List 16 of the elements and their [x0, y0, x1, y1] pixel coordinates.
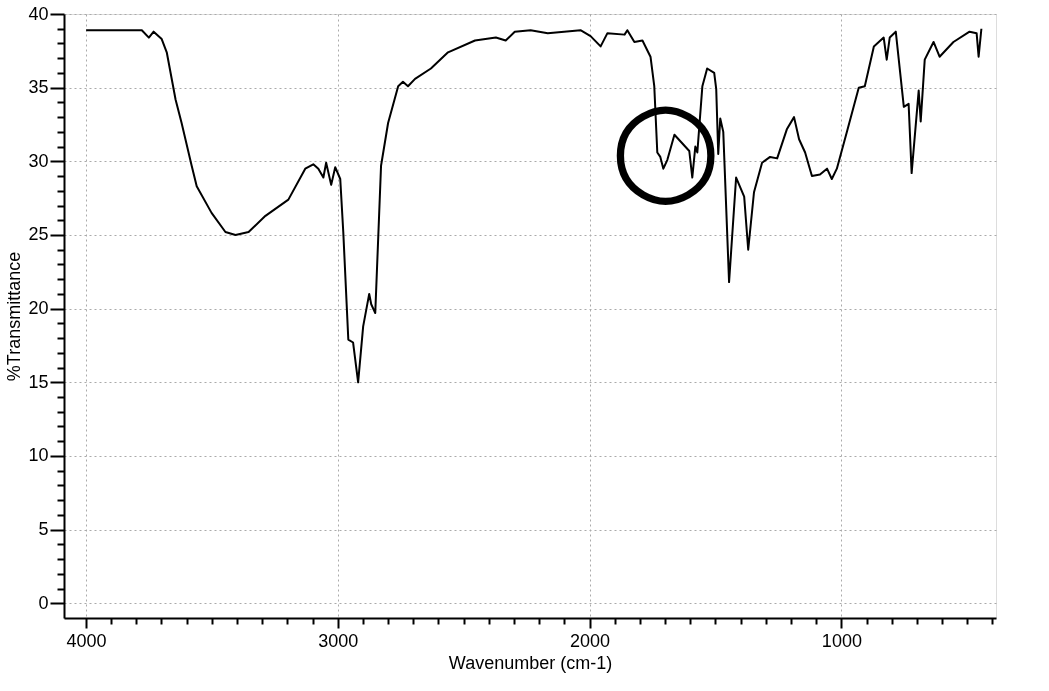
- y-tick-label: 10: [28, 445, 49, 466]
- x-tick-label: 1000: [821, 630, 862, 651]
- y-tick-label: 5: [38, 519, 49, 540]
- y-axis-title: %Transmittance: [4, 251, 25, 382]
- y-tick-label: 20: [28, 298, 49, 319]
- x-tick-label: 2000: [570, 630, 611, 651]
- y-tick-label: 25: [28, 224, 49, 245]
- y-tick-label: 30: [28, 150, 49, 171]
- y-tick-label: 0: [38, 592, 49, 613]
- y-tick-label: 15: [28, 371, 49, 392]
- x-tick-label: 3000: [318, 630, 359, 651]
- x-tick-label: 4000: [66, 630, 107, 651]
- line-series: [85, 27, 983, 384]
- y-tick-label: 35: [28, 77, 49, 98]
- x-axis-title: Wavenumber (cm-1): [448, 652, 613, 673]
- y-tick-label: 40: [28, 3, 49, 24]
